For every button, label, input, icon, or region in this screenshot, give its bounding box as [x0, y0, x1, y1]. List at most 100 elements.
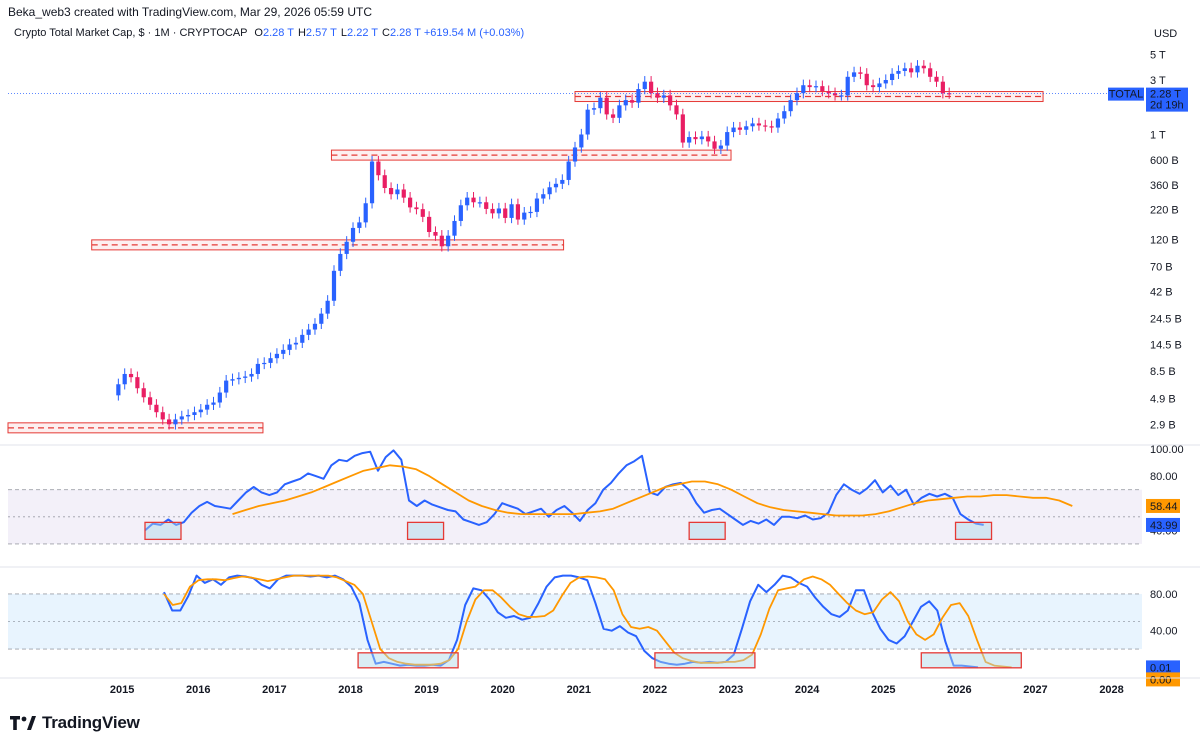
candle-body: [655, 93, 660, 98]
candle-body: [788, 100, 793, 112]
candle-body: [890, 73, 895, 81]
candle-body: [909, 68, 914, 73]
series-last-value-bg: [1146, 660, 1180, 675]
currency-label[interactable]: USD: [1154, 28, 1178, 40]
candle-body: [243, 376, 248, 378]
ohlc-key: O: [254, 27, 263, 39]
candle-body: [560, 179, 565, 184]
candle-body: [921, 65, 926, 69]
price-axis-tick: 42 B: [1150, 287, 1173, 299]
marked-oversold-zone: [920, 652, 1022, 669]
candle-body: [934, 76, 939, 82]
candle-body: [883, 80, 888, 84]
price-axis-tick: 360 B: [1150, 180, 1179, 192]
candle-body: [680, 114, 685, 143]
candle-body: [287, 344, 292, 350]
candle-body: [807, 85, 812, 88]
candle-body: [699, 136, 704, 140]
candle-body: [813, 86, 819, 88]
candle-body: [718, 145, 723, 149]
ohlc-value: 2.28 T: [262, 27, 294, 39]
price-axis-tick: 2.9 B: [1150, 419, 1176, 431]
candle-body: [262, 362, 267, 365]
candle-body: [693, 137, 698, 140]
price-axis-tick: 120 B: [1150, 235, 1179, 247]
candle-body: [870, 85, 876, 88]
chart-canvas[interactable]: 2015 2016 2017 2018 2019 2020 2021 2022 2023 2024…: [0, 0, 1200, 705]
oscillator-axis-tick: 80.00: [1150, 471, 1178, 483]
candle-body: [547, 187, 552, 195]
candle-body: [744, 126, 749, 130]
candle-body: [350, 227, 356, 242]
support-zone: [7, 422, 264, 434]
candle-body: [420, 209, 425, 217]
symbol-name[interactable]: Crypto Total Market Cap, $ · 1M · CRYPTO…: [14, 27, 248, 39]
symbol-legend: Crypto Total Market Cap, $ · 1M · CRYPTO…: [14, 27, 524, 39]
candle-body: [141, 388, 146, 398]
price-axis-tick: 600 B: [1150, 155, 1179, 167]
candle-body: [357, 222, 362, 228]
ohlc-key: L: [340, 27, 348, 39]
candle-body: [623, 100, 628, 106]
candle-body: [331, 270, 337, 301]
candle-body: [610, 114, 616, 118]
oscillator-series-line: [144, 449, 984, 532]
marked-oversold-zone: [654, 652, 756, 669]
candle-body: [217, 392, 222, 403]
candle-body: [471, 197, 476, 203]
candle-body: [915, 65, 920, 73]
candle-body: [642, 81, 647, 90]
candle-body: [122, 373, 127, 385]
x-tick-label: 2019: [414, 684, 438, 696]
x-tick-label: 2028: [1099, 684, 1123, 696]
ohlc-key: C: [382, 27, 390, 39]
candle-body: [128, 373, 134, 378]
candle-body: [325, 300, 330, 314]
price-axis-tick: 70 B: [1150, 261, 1173, 273]
author-line: Beka_web3 created with TradingView.com, …: [8, 5, 372, 19]
candle-body: [940, 81, 945, 94]
candle-body: [591, 108, 597, 110]
candle-body: [750, 123, 755, 127]
candle-body: [186, 414, 191, 417]
candle-body: [382, 175, 387, 189]
oscillator-series-line: [163, 574, 1012, 669]
candle-body: [477, 202, 482, 204]
series-last-value: 58.44: [1150, 501, 1178, 513]
x-tick-label: 2018: [338, 684, 362, 696]
candle-body: [433, 232, 438, 236]
candle-body: [388, 188, 394, 195]
candle-body: [509, 204, 514, 218]
candle-body: [198, 409, 203, 413]
candle-body: [293, 342, 299, 345]
candle-body: [154, 404, 159, 413]
candle-body: [801, 85, 806, 94]
candle-body: [515, 204, 521, 220]
candle-body: [116, 384, 121, 396]
candle-body: [135, 377, 140, 389]
candle-body: [553, 183, 559, 188]
candle-body: [794, 93, 800, 101]
candle-body: [147, 397, 153, 405]
candle-body: [617, 105, 622, 118]
candle-body: [528, 211, 533, 214]
brand-name: TradingView: [42, 713, 140, 732]
candle-body: [737, 127, 742, 130]
candle-body: [629, 100, 635, 103]
series-last-value-bg: [1146, 498, 1180, 513]
candle-body: [832, 93, 838, 96]
candle-body: [369, 161, 375, 204]
candle-body: [465, 197, 470, 206]
candle-body: [446, 235, 451, 247]
candle-body: [579, 134, 584, 148]
candle-body: [756, 123, 762, 126]
oscillator-axis-tick: 40.00: [1150, 626, 1178, 638]
candle-body: [896, 70, 901, 74]
support-zone: [330, 149, 732, 161]
candle-body: [401, 189, 406, 198]
marked-oversold-zone: [144, 521, 182, 541]
candle-body: [496, 208, 501, 214]
price-axis-tick: 220 B: [1150, 205, 1179, 217]
candle-body: [763, 125, 768, 127]
price-axis-tick: 3 T: [1150, 75, 1166, 87]
